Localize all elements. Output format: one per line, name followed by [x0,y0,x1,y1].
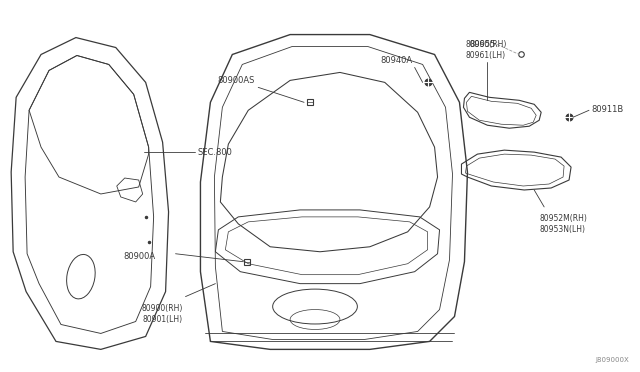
Text: 80911B: 80911B [591,105,623,114]
Text: J809000X: J809000X [595,357,629,363]
Text: 80900A: 80900A [124,252,156,261]
Text: 80952M(RH)
80953N(LH): 80952M(RH) 80953N(LH) [539,214,587,234]
Text: 80940A: 80940A [381,57,413,65]
Text: SEC.800: SEC.800 [198,148,232,157]
Text: 80955: 80955 [469,40,496,49]
Text: 80900AS: 80900AS [218,76,255,86]
Text: 80900(RH)
80901(LH): 80900(RH) 80901(LH) [141,304,182,324]
Text: 80960(RH)
80961(LH): 80960(RH) 80961(LH) [465,41,507,61]
